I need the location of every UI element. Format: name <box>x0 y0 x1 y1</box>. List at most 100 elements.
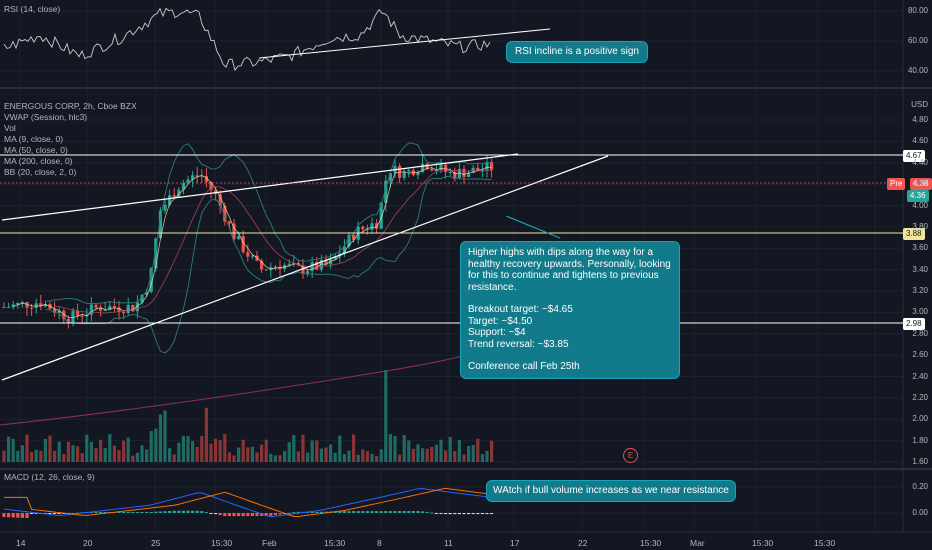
macd-histogram-bar <box>416 511 420 513</box>
price-tick-label: 3.60 <box>912 243 928 253</box>
macd-histogram-bar <box>149 511 153 513</box>
macd-histogram-bar <box>195 510 199 513</box>
volume-bar <box>145 449 149 462</box>
candle-body <box>195 175 199 177</box>
vol-legend[interactable]: Vol <box>4 123 16 133</box>
vwap-legend[interactable]: VWAP (Session, hlc3) <box>4 112 88 122</box>
support-price-badge: 3.88 <box>903 228 925 240</box>
macd-histogram-bar <box>34 513 38 515</box>
volume-bar <box>11 438 15 462</box>
symbol-name: ENERGOUS CORP <box>4 101 79 111</box>
volume-bar <box>329 444 333 462</box>
macd-histogram-bar <box>181 510 185 513</box>
volume-bar <box>402 435 406 462</box>
ma9-legend[interactable]: MA (9, close, 0) <box>4 134 64 144</box>
rsi-trendline[interactable] <box>258 28 551 59</box>
macd-line <box>3 488 492 518</box>
candle-body <box>398 165 402 178</box>
volume-bar <box>388 434 392 462</box>
macd-histogram-bar <box>227 513 231 517</box>
macd-histogram-bar <box>296 511 300 513</box>
candle-body <box>30 307 34 309</box>
volume-bar <box>352 434 356 462</box>
price-tick-label: 3.00 <box>912 307 928 317</box>
candle-body <box>476 167 480 171</box>
macd-histogram-bar <box>352 511 356 513</box>
main-annotation[interactable]: Higher highs with dips along the way for… <box>460 241 680 379</box>
time-tick-label: 14 <box>16 538 26 548</box>
macd-histogram-bar <box>453 513 457 515</box>
upper-trendline[interactable] <box>1 153 519 221</box>
macd-histogram-bar <box>315 511 319 513</box>
volume-bar <box>269 453 273 462</box>
main-annotation-line3: Target: ~$4.50 <box>468 315 533 327</box>
candle-body <box>448 171 452 173</box>
main-annotation-line1: Higher highs with dips along the way for… <box>468 247 671 293</box>
volume-bar <box>149 430 153 462</box>
volume-bar <box>30 451 34 462</box>
candle-body <box>112 305 116 308</box>
bb-legend[interactable]: BB (20, close, 2, 0) <box>4 167 77 177</box>
volume-bar <box>287 442 291 462</box>
volume-bar <box>416 444 420 462</box>
macd-histogram-bar <box>434 513 438 514</box>
macd-histogram-bar <box>122 511 126 513</box>
macd-histogram-bar <box>232 513 236 517</box>
time-tick-label: 15:30 <box>752 538 774 548</box>
macd-histogram-bar <box>223 513 227 517</box>
candle-body <box>7 307 11 309</box>
volume-bar <box>200 435 204 462</box>
volume-bar <box>2 450 6 462</box>
volume-bar <box>421 448 425 462</box>
macd-histogram-bar <box>430 512 434 514</box>
macd-legend[interactable]: MACD (12, 26, close, 9) <box>4 472 95 482</box>
ma50-line <box>54 169 492 314</box>
macd-annotation[interactable]: WAtch if bull volume increases as we nea… <box>486 480 736 502</box>
volume-bar <box>135 452 139 462</box>
candle-body <box>347 234 351 247</box>
ma200-legend[interactable]: MA (200, close, 0) <box>4 156 73 166</box>
volume-bar <box>250 446 254 462</box>
candle-body <box>421 163 425 173</box>
candle-body <box>140 294 144 303</box>
callout-pointer <box>505 215 561 239</box>
rsi-annotation[interactable]: RSI incline is a positive sign <box>506 41 648 63</box>
rsi-annotation-text: RSI incline is a positive sign <box>515 46 639 57</box>
bb-upper-line <box>45 142 492 305</box>
volume-bar <box>425 448 429 462</box>
volume-bar <box>25 434 29 462</box>
macd-histogram-bar <box>338 511 342 513</box>
volume-bar <box>333 452 337 462</box>
rsi-tick-label: 40.00 <box>907 66 928 75</box>
lower-trendline[interactable] <box>1 155 609 381</box>
volume-bar <box>66 441 70 462</box>
candle-body <box>145 291 149 295</box>
rsi-legend[interactable]: RSI (14, close) <box>4 4 61 14</box>
volume-bar <box>34 449 38 462</box>
macd-histogram-bar <box>209 513 213 514</box>
volume-bar <box>246 447 250 462</box>
candle-body <box>103 310 107 312</box>
macd-tick-label: 0.20 <box>912 482 928 491</box>
volume-bar <box>48 435 52 462</box>
ma50-legend[interactable]: MA (50, close, 0) <box>4 145 68 155</box>
volume-bar <box>181 436 185 462</box>
volume-bar <box>126 437 130 462</box>
candle-body <box>370 223 374 230</box>
earnings-marker[interactable]: E <box>623 448 638 463</box>
volume-bar <box>158 414 162 462</box>
macd-histogram-bar <box>278 513 282 515</box>
macd-histogram-bar <box>421 511 425 513</box>
macd-histogram-bar <box>16 513 20 518</box>
volume-bar <box>112 445 116 462</box>
candle-body <box>333 256 337 260</box>
volume-bar <box>296 451 300 462</box>
symbol-legend[interactable]: ENERGOUS CORP, 2h, Cboe BZX <box>4 101 137 111</box>
candle-body <box>462 168 466 178</box>
volume-bar <box>315 440 319 462</box>
macd-histogram-bar <box>370 511 374 513</box>
candle-body <box>324 259 328 265</box>
candle-body <box>255 255 259 261</box>
candle-body <box>402 171 406 178</box>
